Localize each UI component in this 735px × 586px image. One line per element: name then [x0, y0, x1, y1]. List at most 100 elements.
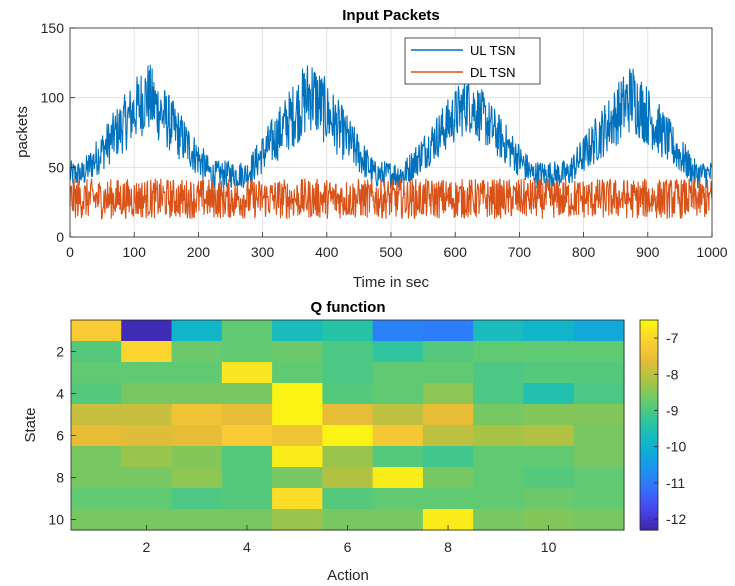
colorbar-segment	[640, 474, 658, 479]
heatmap-cell	[473, 425, 525, 447]
colorbar-segment	[640, 341, 658, 346]
y-axis-ticks: 0 50 100 150	[41, 20, 75, 245]
heatmap-chart: Q function 2 4 6 8 10 2 4 6 8 10 Action State -7…	[22, 299, 686, 584]
chart-title: Input Packets	[342, 7, 440, 24]
heatmap-cell	[523, 467, 575, 489]
x-tick-label: 800	[572, 244, 596, 260]
colorbar-segment	[640, 355, 658, 360]
colorbar-segment	[640, 467, 658, 472]
colorbar-segment	[640, 456, 658, 461]
colorbar-segment	[640, 397, 658, 402]
colorbar-segment	[640, 481, 658, 486]
heatmap-cell	[171, 488, 223, 510]
heatmap-cell	[473, 488, 525, 510]
colorbar-segment	[640, 523, 658, 528]
heatmap-cell	[573, 488, 625, 510]
heatmap-cell	[422, 488, 474, 510]
heatmap-cell	[221, 341, 273, 363]
heatmap-cell	[422, 509, 474, 531]
heatmap-cell	[473, 320, 525, 342]
y-tick-label: 50	[48, 159, 64, 175]
heatmap-cell	[372, 446, 424, 468]
heatmap-y-tick-label: 2	[56, 344, 64, 360]
heatmap-cell	[322, 362, 374, 384]
heatmap-cell	[171, 320, 223, 342]
colorbar-segment	[640, 351, 658, 356]
colorbar-tick-label: -10	[666, 439, 686, 455]
heatmap-cell	[573, 383, 625, 405]
colorbar-segment	[640, 369, 658, 374]
heatmap-cell	[573, 320, 625, 342]
heatmap-cell	[473, 383, 525, 405]
heatmap-cell	[121, 488, 173, 510]
heatmap-y-tick-label: 4	[56, 386, 64, 402]
heatmap-cell	[272, 488, 323, 510]
heatmap-cell	[322, 446, 374, 468]
colorbar-tick-label: -9	[666, 403, 679, 419]
heatmap-cell	[372, 404, 424, 426]
colorbar-segment	[640, 411, 658, 416]
colorbar-segment	[640, 418, 658, 423]
colorbar-segment	[640, 498, 658, 503]
heatmap-cell	[573, 446, 625, 468]
x-tick-label: 900	[636, 244, 660, 260]
heatmap-cells	[71, 320, 625, 531]
colorbar-segment	[640, 446, 658, 451]
heatmap-y-ticks: 2 4 6 8 10	[48, 344, 76, 528]
heatmap-cell	[221, 362, 273, 384]
heatmap-cell	[121, 383, 173, 405]
heatmap-cell	[71, 425, 122, 447]
heatmap-cell	[272, 320, 323, 342]
heatmap-cell	[221, 446, 273, 468]
heatmap-cell	[523, 320, 575, 342]
colorbar-segment	[640, 386, 658, 391]
colorbar-segment	[640, 414, 658, 419]
colorbar-segment	[640, 470, 658, 475]
colorbar-segment	[640, 512, 658, 517]
heatmap-cell	[523, 509, 575, 531]
heatmap-y-tick-label: 8	[56, 470, 64, 486]
colorbar-segment	[640, 484, 658, 489]
x-tick-label: 1000	[696, 244, 727, 260]
legend-box	[404, 37, 541, 85]
heatmap-cell	[422, 404, 474, 426]
heatmap-cell	[523, 425, 575, 447]
heatmap-cell	[221, 383, 273, 405]
colorbar-segment	[640, 432, 658, 437]
heatmap-cell	[171, 383, 223, 405]
heatmap-cell	[121, 404, 173, 426]
heatmap-cell	[372, 467, 424, 489]
heatmap-cell	[221, 404, 273, 426]
colorbar-segment	[640, 348, 658, 353]
colorbar-segment	[640, 439, 658, 444]
y-axis-label: packets	[14, 106, 31, 158]
heatmap-cell	[473, 446, 525, 468]
heatmap-cell	[523, 383, 575, 405]
heatmap-cell	[473, 341, 525, 363]
heatmap-cell	[573, 509, 625, 531]
heatmap-cell	[272, 383, 323, 405]
line-chart: Input Packets 0 100 200 300 400 500 600 700 800 9…	[14, 7, 728, 291]
heatmap-cell	[221, 467, 273, 489]
heatmap-cell	[422, 341, 474, 363]
heatmap-cell	[71, 509, 122, 531]
colorbar-segment	[640, 379, 658, 384]
legend-label-dl: DL TSN	[470, 65, 516, 80]
heatmap-cell	[121, 467, 173, 489]
colorbar-segment	[640, 320, 658, 325]
heatmap-cell	[171, 425, 223, 447]
y-tick-label: 100	[41, 90, 65, 106]
heatmap-cell	[272, 404, 323, 426]
colorbar-tick-label: -8	[666, 366, 679, 382]
x-axis-label: Time in sec	[353, 274, 430, 291]
heatmap-cell	[473, 404, 525, 426]
colorbar-tick-label: -7	[666, 330, 679, 346]
colorbar-segment	[640, 404, 658, 409]
heatmap-cell	[372, 341, 424, 363]
heatmap-cell	[221, 425, 273, 447]
y-tick-label: 150	[41, 20, 65, 36]
heatmap-cell	[121, 509, 173, 531]
heatmap-cell	[322, 425, 374, 447]
heatmap-cell	[473, 362, 525, 384]
